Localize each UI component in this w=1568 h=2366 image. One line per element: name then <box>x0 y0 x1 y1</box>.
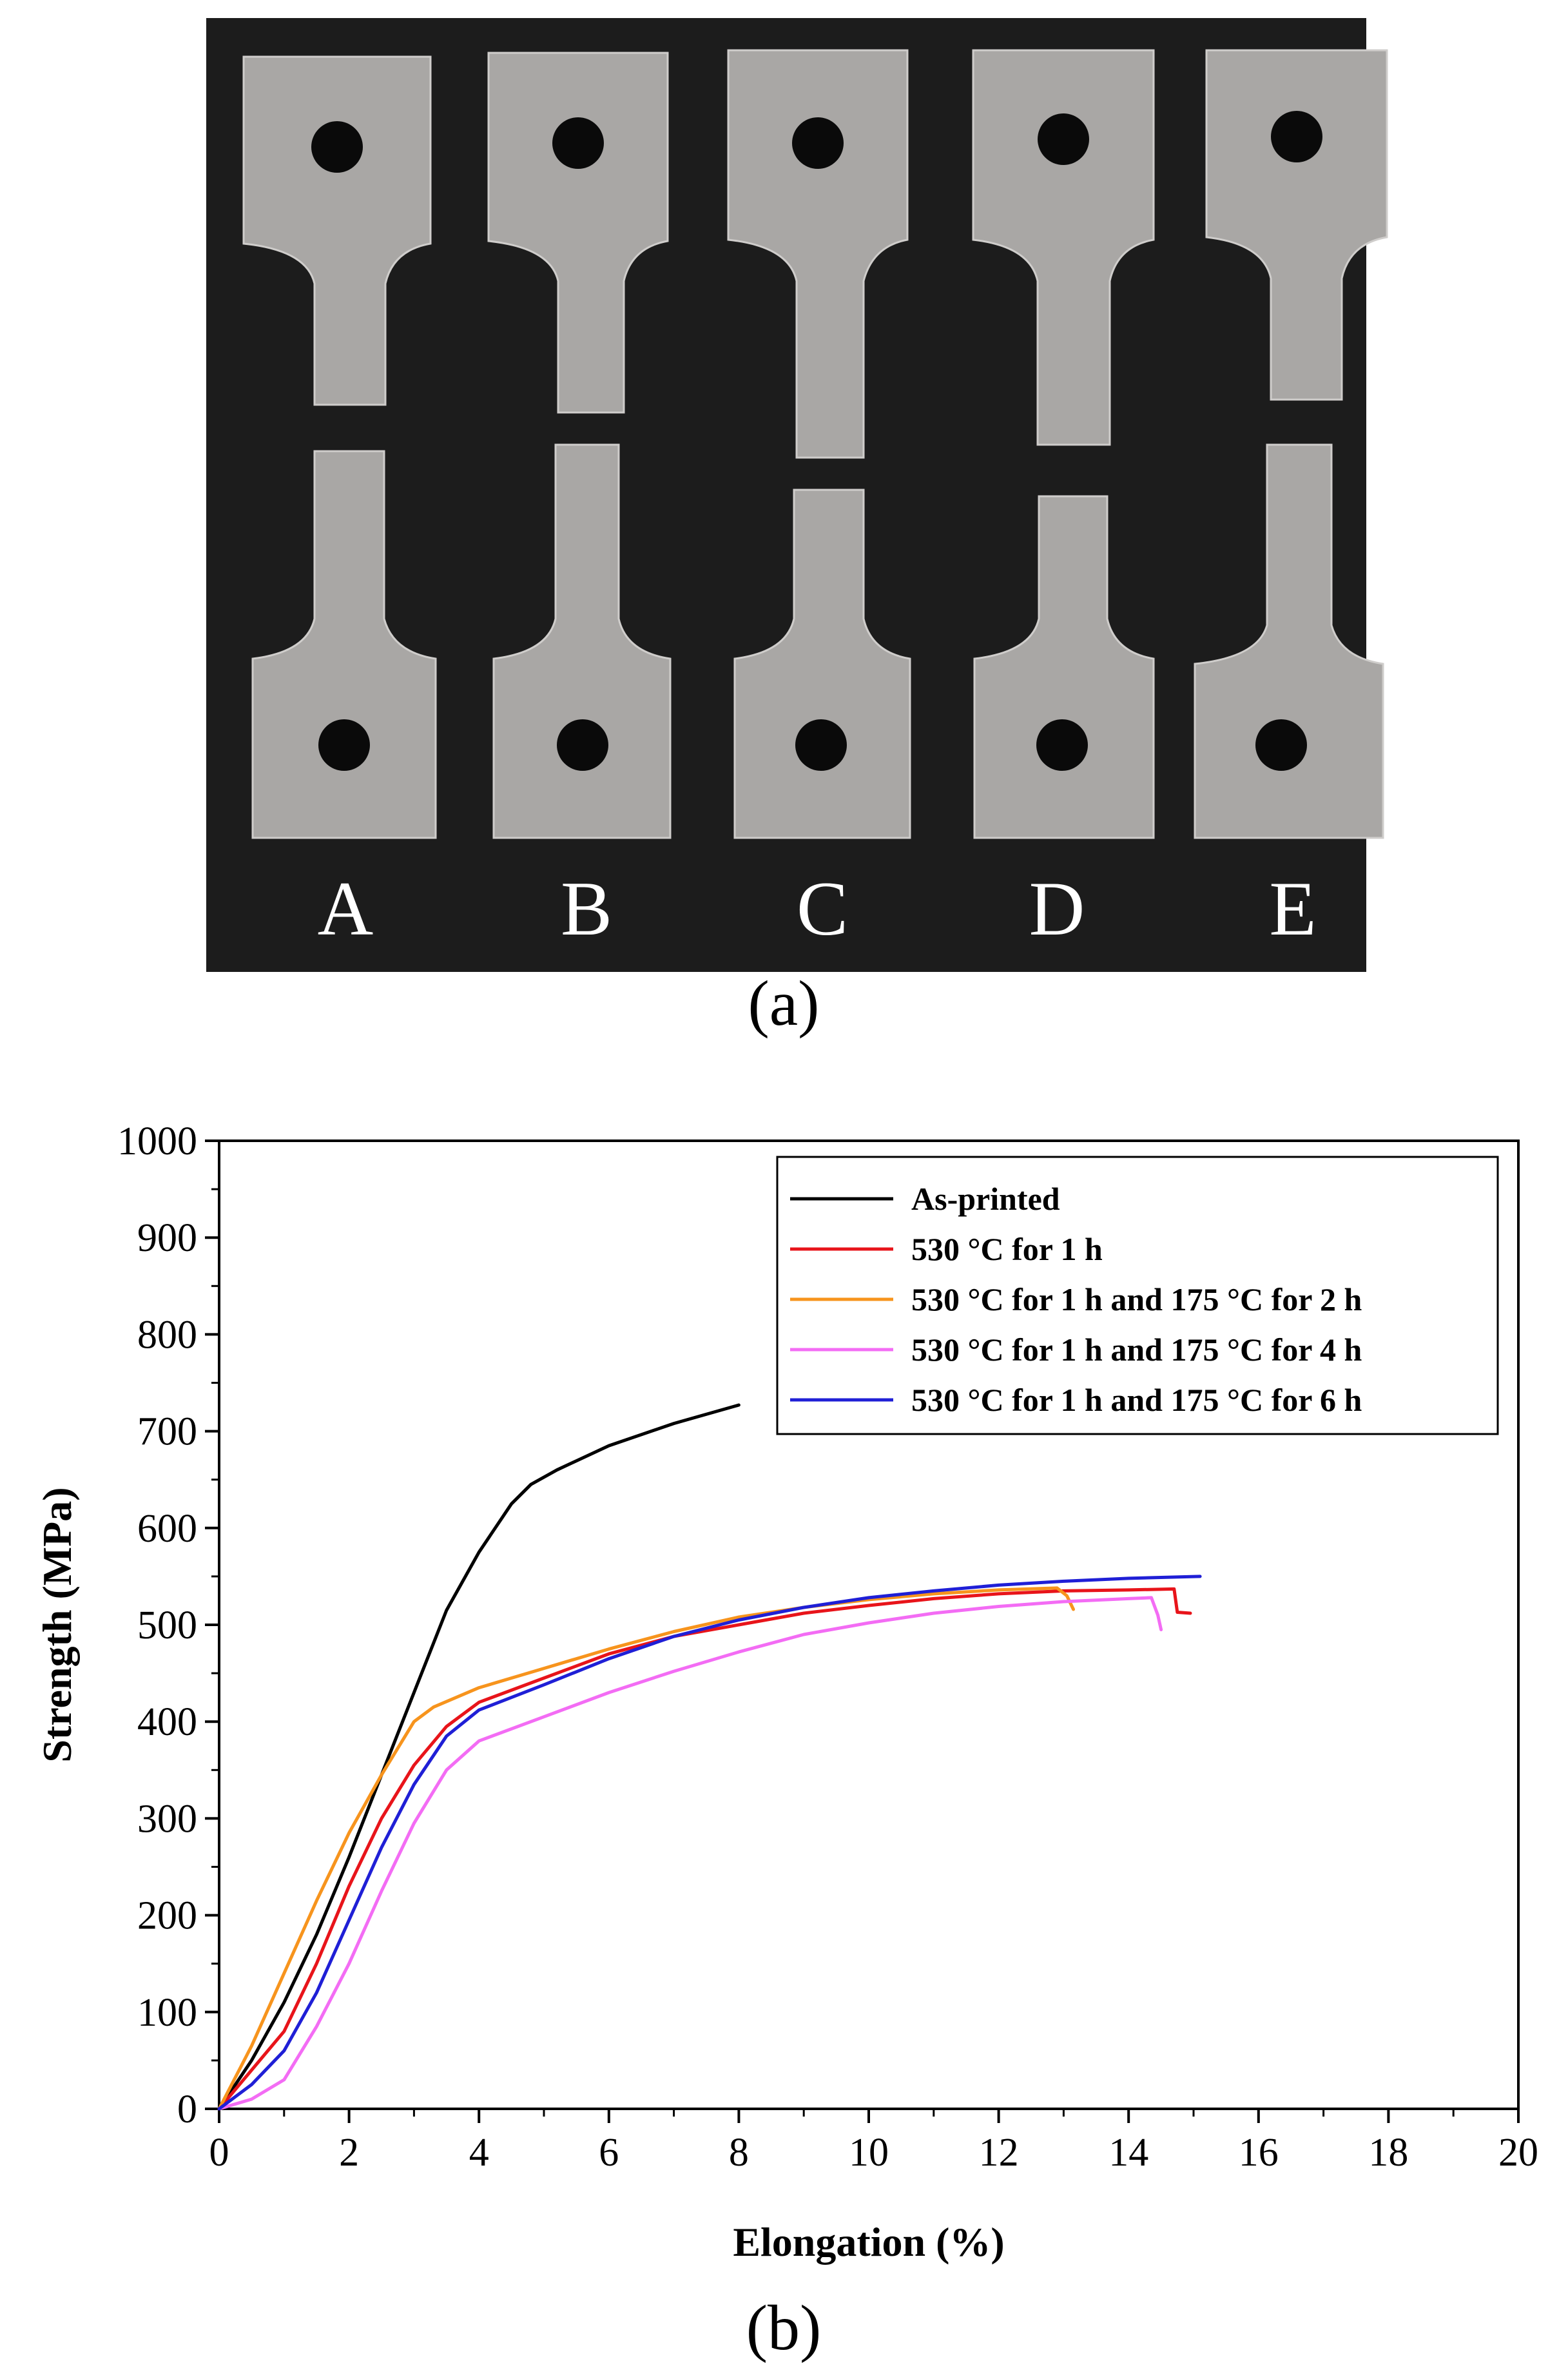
x-tick-label-10: 10 <box>849 2131 889 2175</box>
y-tick-label-100: 100 <box>137 1991 197 2035</box>
y-tick-label-500: 500 <box>137 1604 197 1647</box>
y-tick-label-400: 400 <box>137 1700 197 1744</box>
data-series <box>217 1403 1202 2111</box>
y-tick-label-700: 700 <box>137 1410 197 1454</box>
x-tick-label-8: 8 <box>729 2131 749 2175</box>
specimen-letter-a: A <box>318 866 374 951</box>
x-tick-label-14: 14 <box>1108 2131 1148 2175</box>
y-axis-ticks: 0 100 200 300 400 500 600 700 800 900 1000 <box>117 1120 219 2131</box>
panel-label-b: (b) <box>746 2292 822 2363</box>
legend-box <box>776 1156 1499 1435</box>
y-tick-label-200: 200 <box>137 1894 197 1938</box>
series-line-2 <box>217 1586 1075 2111</box>
y-tick-label-600: 600 <box>137 1507 197 1551</box>
legend-label-0: As-printed <box>911 1181 1060 1217</box>
legend-label-4: 530 °C for 1 h and 175 °C for 6 h <box>911 1382 1362 1418</box>
scale-bar-label: 2cm <box>1409 651 1484 766</box>
specimen-e-bottom <box>1194 443 1384 839</box>
y-axis-title: Strength (MPa) <box>34 1487 80 1762</box>
x-tick-label-4: 4 <box>469 2131 489 2175</box>
specimen-b-bottom <box>492 443 672 839</box>
specimen-c-bottom <box>733 489 911 839</box>
specimen-d-bottom <box>973 495 1155 839</box>
specimen-photo: 2cm A B C D E <box>206 18 1484 972</box>
specimen-a-top <box>242 55 432 406</box>
series-line-3 <box>217 1596 1163 2111</box>
y-tick-label-800: 800 <box>137 1313 197 1357</box>
specimen-d-top <box>972 49 1155 446</box>
x-tick-label-16: 16 <box>1239 2131 1279 2175</box>
x-tick-label-20: 20 <box>1498 2131 1538 2175</box>
x-tick-label-0: 0 <box>209 2131 229 2175</box>
legend: As-printed 530 °C for 1 h 530 °C for 1 h a… <box>776 1156 1499 1435</box>
series-line-1 <box>217 1587 1192 2111</box>
y-tick-label-0: 0 <box>177 2088 197 2131</box>
y-tick-label-900: 900 <box>137 1216 197 1260</box>
specimen-letter-e: E <box>1269 866 1316 951</box>
specimen-c-top <box>727 49 909 459</box>
specimen-letter-d: D <box>1029 866 1085 951</box>
specimen-e-top <box>1205 49 1388 401</box>
strength-elongation-chart: 0 100 200 300 400 500 600 700 800 900 1000 0 2 4 6 8 10… <box>34 1120 1538 2265</box>
legend-label-3: 530 °C for 1 h and 175 °C for 4 h <box>911 1332 1362 1368</box>
series-line-4 <box>217 1575 1202 2111</box>
specimen-b-top <box>487 52 669 414</box>
scale-bar <box>1396 580 1405 831</box>
specimen-letter-b: B <box>561 866 612 951</box>
x-axis-title: Elongation (%) <box>733 2219 1004 2265</box>
panel-label-a: (a) <box>748 967 820 1039</box>
legend-label-1: 530 °C for 1 h <box>911 1231 1103 1267</box>
y-tick-label-1000: 1000 <box>117 1120 197 1163</box>
x-tick-label-2: 2 <box>339 2131 359 2175</box>
series-line-0 <box>217 1403 740 2111</box>
legend-label-2: 530 °C for 1 h and 175 °C for 2 h <box>911 1281 1362 1317</box>
x-tick-label-12: 12 <box>979 2131 1019 2175</box>
specimen-letter-c: C <box>797 866 848 951</box>
x-tick-label-18: 18 <box>1368 2131 1408 2175</box>
x-tick-label-6: 6 <box>599 2131 619 2175</box>
specimen-a-bottom <box>251 450 437 839</box>
x-axis-ticks: 0 2 4 6 8 10 12 14 16 18 20 <box>209 2109 1538 2175</box>
y-tick-label-300: 300 <box>137 1797 197 1841</box>
